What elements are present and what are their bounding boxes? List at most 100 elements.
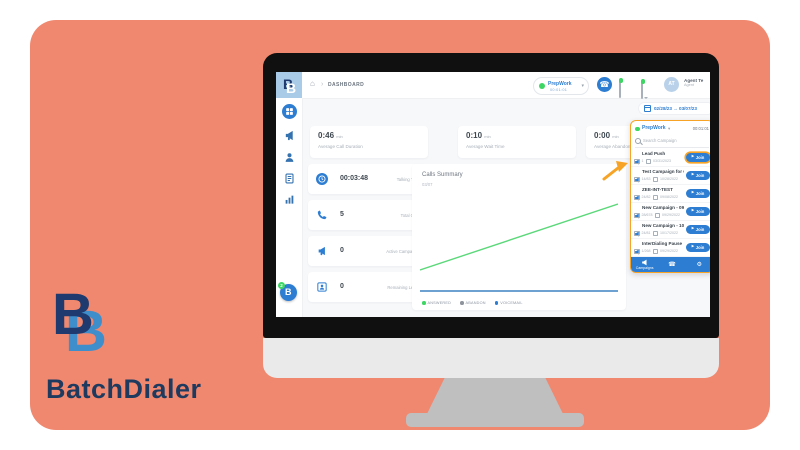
search-icon xyxy=(635,138,641,144)
join-button[interactable]: ▶ Join xyxy=(686,170,710,180)
stat-card-active-campaigns: 0 Active Campaigns xyxy=(308,236,428,266)
tab-campaigns[interactable]: Campaigns xyxy=(631,257,658,272)
sidebar-item-campaigns[interactable] xyxy=(276,128,302,146)
sidebar-item-lists[interactable] xyxy=(276,171,302,189)
status-green-dot xyxy=(635,126,640,131)
stat-value: 0:10 xyxy=(466,131,483,140)
leads-mini-icon xyxy=(634,248,640,254)
sidebar-item-dashboard[interactable] xyxy=(276,102,302,120)
clock-icon xyxy=(316,173,328,185)
stat-value: 5 xyxy=(340,211,344,218)
sidebar-item-contacts[interactable] xyxy=(276,150,302,168)
stat-value: 0:00 xyxy=(594,131,611,140)
stat-value: 0 xyxy=(340,247,344,254)
tab-settings[interactable]: ⚙ xyxy=(686,257,710,272)
megaphone-icon xyxy=(284,128,295,146)
stat-label: Average Abandon Time xyxy=(594,144,642,149)
stat-label: Average Call Duration xyxy=(318,144,363,149)
campaign-count: 24/82 xyxy=(641,195,651,200)
join-button[interactable]: ▶ Join xyxy=(686,224,710,234)
chat-notification-badge xyxy=(640,79,645,84)
calendar-mini-icon xyxy=(652,194,658,200)
panel-tabbar: Campaigns ☎ ⚙ xyxy=(631,257,710,272)
chevron-down-icon: ▾ xyxy=(668,125,671,131)
lists-book-icon xyxy=(284,171,295,189)
join-button[interactable]: ▶ Join xyxy=(686,188,710,198)
intercom-chat-bubble[interactable]: B 2 xyxy=(278,282,297,301)
phone-icon xyxy=(316,209,328,221)
breadcrumb-separator: › xyxy=(321,81,324,88)
leads-mini-icon xyxy=(634,194,640,200)
campaign-date: 09/08/2022 xyxy=(660,195,678,200)
breadcrumb: DASHBOARD xyxy=(328,82,365,88)
campaign-date: 10/28/2022 xyxy=(660,177,678,182)
legend-item-abandon: Abandon xyxy=(460,301,486,305)
status-timer: 00:01:01 xyxy=(550,87,568,92)
leads-mini-icon xyxy=(634,176,640,182)
dialer-phone-button[interactable]: ☎ xyxy=(597,77,612,92)
chart-legend: Answered Abandon Voicemail xyxy=(422,301,523,305)
chevron-down-icon: ▾ xyxy=(581,83,584,89)
app-logo[interactable]: B B xyxy=(276,72,302,98)
agent-status-dropdown[interactable]: PrepWork 00:01:01 ▾ xyxy=(533,77,589,95)
legend-item-answered: Answered xyxy=(422,301,451,305)
calendar-mini-icon xyxy=(654,212,660,218)
app-logo-monogram-overlay: B xyxy=(286,80,297,96)
campaign-row[interactable]: InterDialing Pause 1/268 09/29/2022 ▶ Join xyxy=(631,239,710,257)
campaign-count: 24/81 xyxy=(641,231,651,236)
leads-mini-icon xyxy=(634,230,640,236)
sidebar: B B xyxy=(276,72,303,317)
legend-item-voicemail: Voicemail xyxy=(494,301,523,305)
campaign-row[interactable]: Test Campaign for Co... 14/8310/28/2022 … xyxy=(631,167,710,185)
campaign-count: 1/268 xyxy=(641,249,651,254)
answered-dot xyxy=(422,301,426,305)
panel-status-label: PrepWork xyxy=(642,125,666,131)
answered-series-line xyxy=(420,203,618,271)
join-button-highlighted[interactable]: ▶ Join xyxy=(686,152,710,162)
phone-icon: ☎ xyxy=(668,260,676,268)
messages-button[interactable] xyxy=(640,79,645,99)
app-logo-monogram: B xyxy=(283,76,294,92)
campaign-search-input[interactable] xyxy=(643,136,703,145)
campaign-row[interactable]: New Campaign - 10-17... 24/8110/17/2022 … xyxy=(631,221,710,239)
calendar-icon xyxy=(644,105,651,112)
join-button[interactable]: ▶ Join xyxy=(686,206,710,216)
calendar-button[interactable] xyxy=(618,78,623,98)
status-green-dot xyxy=(539,83,545,89)
campaign-row[interactable]: New Campaign - 09-2... 28/67809/29/2022 … xyxy=(631,203,710,221)
campaign-search xyxy=(635,136,709,148)
brand-logo: B B BatchDialer xyxy=(46,286,226,405)
user-avatar[interactable]: AT xyxy=(664,77,679,92)
person-badge-icon xyxy=(316,281,328,293)
stat-card-avg-call-duration: 0:46 min Average Call Duration xyxy=(310,126,428,158)
stat-label: Average Wait Time xyxy=(466,144,505,149)
panel-status-dropdown[interactable]: PrepWork ▾ 00:01:01 xyxy=(635,124,709,134)
calendar-mini-icon xyxy=(652,230,658,236)
sidebar-item-reports[interactable] xyxy=(276,192,302,210)
stat-value: 0 xyxy=(340,283,344,290)
chart-title: Calls Summary xyxy=(422,172,463,178)
campaign-count: 14/83 xyxy=(641,177,651,182)
stat-card-total-calls: 5 Total Calls xyxy=(308,200,428,230)
campaign-row[interactable]: ZEE-INT-TEST 24/82 09/08/2022 ▶ Join xyxy=(631,185,710,203)
play-icon: ▶ xyxy=(691,244,695,249)
calendar-icon xyxy=(619,79,621,98)
monitor-screen: B B xyxy=(276,72,710,317)
panel-status-timer: 00:01:01 xyxy=(692,125,709,131)
stat-value: 00:03:48 xyxy=(340,175,369,182)
tab-dialer[interactable]: ☎ xyxy=(658,257,685,272)
stat-label: Talking Time xyxy=(396,177,420,182)
play-icon: ▶ xyxy=(691,154,695,159)
home-icon[interactable]: ⌂ xyxy=(310,79,315,88)
chat-icon xyxy=(641,80,643,99)
monitor-stand-base xyxy=(406,413,584,427)
brand-monogram: B B xyxy=(52,286,136,370)
gear-icon: ⚙ xyxy=(696,260,703,268)
stat-label: Active Campaigns xyxy=(386,249,420,254)
date-range-picker[interactable]: 02/28/23 → 03/07/23 xyxy=(638,102,710,115)
join-button[interactable]: ▶ Join xyxy=(686,242,710,252)
campaigns-panel: PrepWork ▾ 00:01:01 Lead Push 103/31/202… xyxy=(630,120,710,273)
campaign-row[interactable]: Lead Push 1 03/31/2023 ▶ Join xyxy=(631,149,710,167)
campaign-date: 09/29/2022 xyxy=(662,213,680,218)
